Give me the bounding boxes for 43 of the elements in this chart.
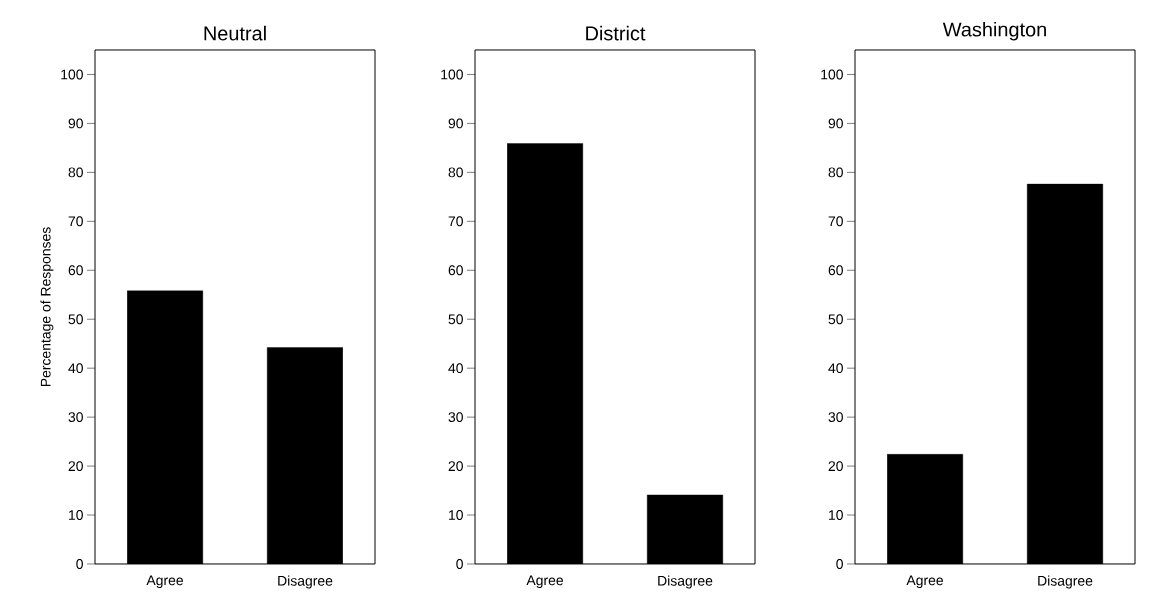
x-tick-label: Disagree xyxy=(658,575,713,589)
y-tick-label: 60 xyxy=(68,265,83,276)
y-tick-label: 0 xyxy=(456,559,463,569)
y-tick-label: 60 xyxy=(828,265,843,276)
y-tick-label: 40 xyxy=(68,363,83,374)
y-tick-label: 100 xyxy=(441,69,463,80)
y-tick-label: 70 xyxy=(828,216,843,227)
x-tick-label: Disagree xyxy=(1038,575,1093,589)
y-tick-label: 20 xyxy=(448,461,463,472)
y-tick-label: 10 xyxy=(69,510,83,520)
y-tick-label: 80 xyxy=(68,167,83,178)
y-tick-label: 50 xyxy=(448,314,463,325)
y-tick-label: 0 xyxy=(76,559,83,569)
y-tick-label: 30 xyxy=(68,412,83,423)
y-tick-label: 90 xyxy=(68,118,83,129)
y-tick-label: 30 xyxy=(828,412,843,423)
y-tick-label: 80 xyxy=(828,167,843,178)
y-tick-label: 50 xyxy=(828,314,843,325)
x-tick-label: Agree xyxy=(906,575,943,588)
y-tick-label: 100 xyxy=(821,69,843,80)
y-tick-label: 60 xyxy=(448,265,463,276)
y-tick-label: 10 xyxy=(449,510,463,520)
chart-title: District xyxy=(586,25,646,41)
y-tick-label: 10 xyxy=(829,510,843,520)
y-tick-label: 100 xyxy=(61,69,83,80)
y-tick-label: 70 xyxy=(448,216,463,227)
y-tick-label: 0 xyxy=(836,559,843,569)
y-tick-label: 40 xyxy=(828,363,843,374)
y-tick-label: 20 xyxy=(68,461,83,472)
chart-title: Washington xyxy=(942,21,1046,41)
y-tick-label: 20 xyxy=(828,461,843,472)
y-tick-label: 40 xyxy=(448,363,463,374)
y-tick-label: 70 xyxy=(68,216,83,227)
chart-title: Neutral xyxy=(204,25,266,41)
y-axis-title: Percentage of Responses xyxy=(40,227,54,387)
x-tick-label: Agree xyxy=(526,575,563,588)
x-tick-label: Agree xyxy=(146,575,183,588)
y-tick-label: 50 xyxy=(68,314,83,325)
y-tick-label: 90 xyxy=(448,118,463,129)
y-tick-label: 30 xyxy=(448,412,463,423)
y-tick-label: 90 xyxy=(828,118,843,129)
x-tick-label: Disagree xyxy=(278,575,333,589)
y-tick-label: 80 xyxy=(448,167,463,178)
